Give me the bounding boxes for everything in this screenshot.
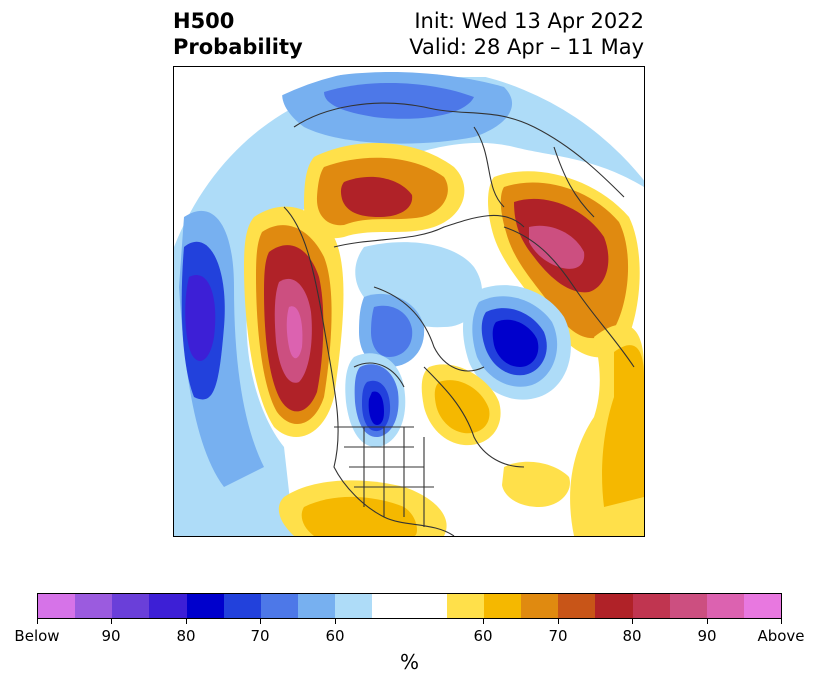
colorbar-segment [298,594,336,618]
colorbar-tick [781,619,782,624]
colorbar-segment [446,594,484,618]
colorbar-tick-label: 70 [250,627,270,645]
valid-period: Valid: 28 Apr – 11 May [409,35,644,59]
colorbar-tick-label: 70 [548,627,568,645]
colorbar-tick-label: 90 [101,627,121,645]
colorbar-segment [521,594,559,618]
colorbar-segment [372,594,410,618]
colorbar-tick [632,619,633,624]
colorbar-segment [483,594,522,618]
colorbar-tick-label: 60 [325,627,345,645]
colorbar-tick [37,619,38,624]
init-date: Init: Wed 13 Apr 2022 [414,9,644,33]
colorbar-segment [260,594,299,618]
colorbar-ticks: Below 90 80 70 60 60 70 80 90 Above [14,619,805,645]
colorbar-tick [111,619,112,624]
colorbar-segment [149,594,187,618]
probability-map [173,66,645,537]
colorbar-segment [558,594,596,618]
colorbar-tick [558,619,559,624]
anomaly-fill [174,67,644,536]
colorbar-segment [743,594,782,618]
colorbar-segment [38,594,76,618]
colorbar-segment [335,594,373,618]
colorbar-tick [707,619,708,624]
colorbar-tick-label: 80 [176,627,196,645]
colorbar-segment [75,594,113,618]
colorbar-tick-label: 80 [622,627,642,645]
colorbar-tick-label: 60 [473,627,493,645]
title-product: Probability [173,35,303,59]
colorbar-segment [669,594,707,618]
colorbar-tick-label: 90 [697,627,717,645]
colorbar-segment [223,594,261,618]
map-title: H500 Probability [173,8,303,60]
colorbar-tick [483,619,484,624]
colorbar-segment [409,594,447,618]
colorbar-segment [186,594,224,618]
colorbar-unit: % [399,650,419,674]
map-dates: Init: Wed 13 Apr 2022 Valid: 28 Apr – 11… [409,8,644,60]
colorbar-segment [706,594,744,618]
colorbar-segment [595,594,633,618]
colorbar-tick [335,619,336,624]
colorbar-tick-label: Below [14,627,60,645]
colorbar-tick [260,619,261,624]
colorbar-segment [112,594,150,618]
colorbar-tick-label: Above [757,627,805,645]
colorbar-tick [186,619,187,624]
coastlines [283,102,635,536]
colorbar-segment [632,594,670,618]
title-variable: H500 [173,9,235,33]
colorbar [37,593,782,619]
